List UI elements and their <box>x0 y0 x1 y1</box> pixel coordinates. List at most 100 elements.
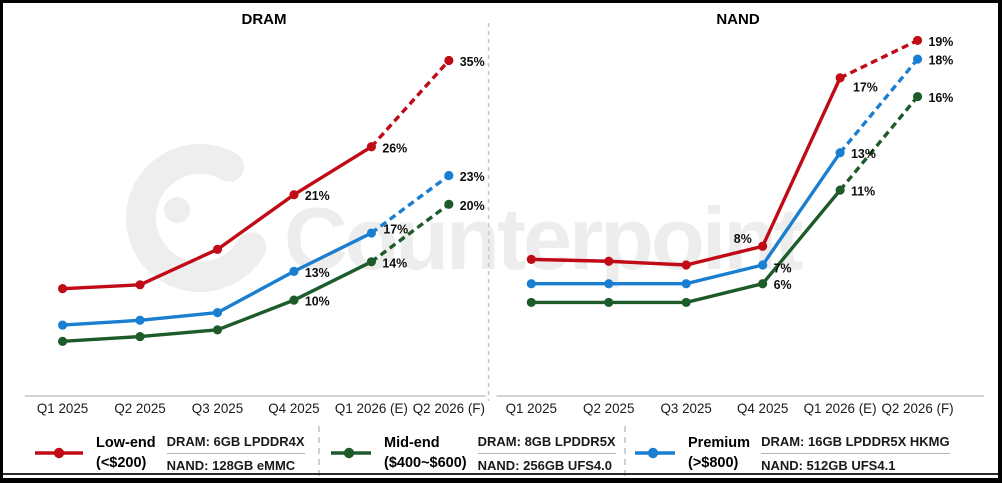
data-point-label: 13% <box>851 147 876 161</box>
panel-title-nand: NAND <box>716 11 760 28</box>
x-axis-label: Q2 2025 <box>114 401 165 416</box>
data-point-marker <box>681 297 691 308</box>
data-point-marker <box>912 35 923 46</box>
series-mid-end: 6% 11% 16% <box>526 91 953 308</box>
x-axis-label: Q4 2025 <box>737 401 788 416</box>
legend-spec: DRAM: 8GB LPDDR5X NAND: 256GB UFS4.0 <box>477 433 616 474</box>
data-point-label: 26% <box>382 141 407 155</box>
data-point-marker <box>604 297 614 308</box>
data-point-label: 10% <box>305 295 330 309</box>
legend-tier-label: Premium (>$800) <box>688 433 750 473</box>
bottom-divider <box>3 473 998 475</box>
data-point-marker <box>135 331 145 342</box>
data-point-label: 23% <box>460 170 485 184</box>
data-point-label: 18% <box>928 54 953 68</box>
data-point-marker <box>912 91 923 102</box>
data-point-marker <box>289 266 299 276</box>
data-point-marker <box>58 320 68 330</box>
data-point-label: 17% <box>853 80 878 94</box>
legend-divider <box>624 426 626 476</box>
data-point-marker <box>58 336 68 346</box>
data-point-marker <box>758 241 768 251</box>
data-point-marker <box>212 244 223 254</box>
data-point-label: 13% <box>305 266 330 280</box>
series-line-forecast-dashed <box>370 174 450 235</box>
data-point-label: 35% <box>460 55 485 69</box>
data-point-marker <box>212 308 223 318</box>
data-point-marker <box>366 228 376 238</box>
data-point-marker <box>366 142 376 152</box>
x-axis-label: Q2 2025 <box>583 401 634 416</box>
legend-spec-nand: NAND: 128GB eMMC <box>166 457 296 473</box>
data-point-marker <box>58 284 68 294</box>
panel-dram: Q1 2025 Q2 2025 Q3 2025 Q4 2025 Q1 2026 (E) Q… <box>24 55 486 416</box>
series-low-end: 8% 17% 19% <box>526 35 953 270</box>
data-point-marker <box>212 325 223 335</box>
data-point-marker <box>758 279 768 289</box>
series-line-solid <box>531 77 842 267</box>
data-point-marker <box>758 260 768 270</box>
data-point-marker <box>604 279 614 289</box>
data-point-marker <box>835 148 845 158</box>
data-point-label: 17% <box>383 223 408 237</box>
data-point-marker <box>526 297 536 308</box>
x-axis-label: Q3 2025 <box>661 401 712 416</box>
series-line-forecast-dashed <box>838 95 919 192</box>
data-point-marker <box>135 315 145 325</box>
data-point-label: 16% <box>928 91 953 105</box>
series-premium: 13% 17% 23% <box>58 170 485 330</box>
legend-spec: DRAM: 16GB LPDDR5X HKMG NAND: 512GB UFS4… <box>761 433 950 474</box>
panel-title-dram: DRAM <box>241 11 287 28</box>
legend-tier-range: (>$800) <box>688 455 739 471</box>
data-point-marker <box>835 73 845 83</box>
data-point-marker <box>604 256 614 266</box>
data-point-label: 7% <box>774 261 792 275</box>
legend-tier-label: Low-end (<$200) <box>96 433 156 473</box>
legend-spec-dram: DRAM: 6GB LPDDR4X <box>166 433 305 454</box>
legend-spec-nand: NAND: 512GB UFS4.1 <box>761 457 896 473</box>
data-point-marker <box>835 185 845 195</box>
series-low-end: 21% 26% 35% <box>58 55 485 294</box>
legend-spec-nand: NAND: 256GB UFS4.0 <box>477 457 613 473</box>
legend-tier-range: (<$200) <box>96 455 147 471</box>
data-point-marker <box>681 279 691 289</box>
legend-tier-name: Mid-end <box>384 435 440 451</box>
data-point-marker <box>289 190 299 200</box>
data-point-label: 6% <box>774 278 792 292</box>
series-line-forecast-dashed <box>370 202 450 264</box>
legend-group-premium: Premium (>$800) DRAM: 16GB LPDDR5X HKMG … <box>633 430 950 476</box>
legend-spec: DRAM: 6GB LPDDR4X NAND: 128GB eMMC <box>166 433 305 474</box>
low-end-line-marker-icon <box>35 447 83 459</box>
chart-canvas: Q1 2025 Q2 2025 Q3 2025 Q4 2025 Q1 2026 (E) Q… <box>24 23 985 416</box>
x-axis-label: Q2 2026 (F) <box>881 401 953 416</box>
data-point-marker <box>526 279 536 289</box>
series-line-forecast-dashed <box>838 58 919 154</box>
legend-spec-dram: DRAM: 16GB LPDDR5X HKMG <box>761 433 950 454</box>
mid-end-line-marker-icon <box>331 447 371 459</box>
x-axis-label: Q1 2025 <box>506 401 557 416</box>
data-point-label: 8% <box>734 232 752 246</box>
series-line-forecast-dashed <box>370 59 451 148</box>
data-point-marker <box>681 260 691 270</box>
data-point-label: 20% <box>460 199 485 213</box>
x-axis-label: Q4 2025 <box>268 401 319 416</box>
data-point-label: 21% <box>305 189 330 203</box>
legend-tier-label: Mid-end ($400~$600) <box>384 433 467 473</box>
data-point-marker <box>289 295 299 305</box>
x-axis-label: Q1 2025 <box>37 401 88 416</box>
data-point-marker <box>912 54 923 64</box>
data-point-label: 14% <box>382 256 407 270</box>
data-point-marker <box>444 199 454 209</box>
legend-tier-name: Low-end <box>96 435 156 451</box>
data-point-marker <box>444 55 454 66</box>
watermark-text: Counterpoint <box>284 189 803 288</box>
data-point-label: 19% <box>928 35 953 49</box>
data-point-marker <box>444 170 454 181</box>
data-point-marker <box>526 254 536 264</box>
x-axis-label: Q1 2026 (E) <box>804 401 877 416</box>
data-point-marker <box>135 280 145 290</box>
x-axis-label: Q1 2026 (E) <box>335 401 408 416</box>
panel-nand: Q1 2025 Q2 2025 Q3 2025 Q4 2025 Q1 2026 (E) Q… <box>496 35 985 416</box>
legend-group-low-end: Low-end (<$200) DRAM: 6GB LPDDR4X NAND: … <box>33 430 305 476</box>
